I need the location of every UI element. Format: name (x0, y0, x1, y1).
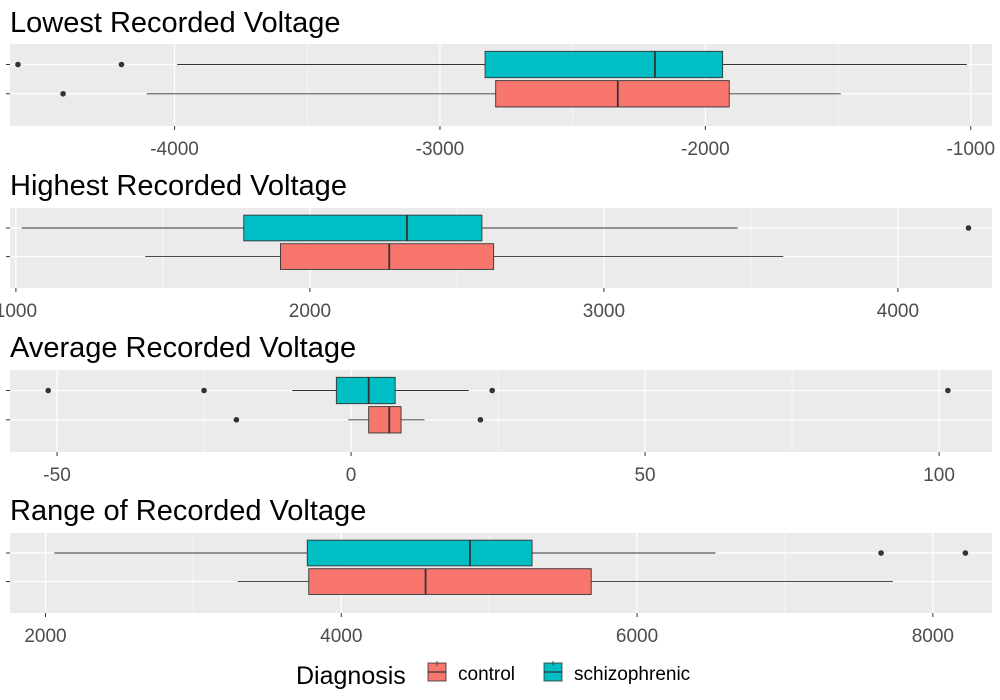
panel-1: Lowest Recorded Voltage -4000 -3000 -2000 -1… (6, 7, 995, 160)
box-control (60, 80, 841, 108)
box-schizophrenic (21, 214, 972, 242)
x-tick-label: 50 (634, 465, 655, 486)
x-tick-label: -4000 (150, 139, 199, 160)
panel-2: Highest Recorded Voltage 1000 2000 3000 4000 (0, 170, 992, 322)
box-iqr (243, 214, 483, 242)
outlier-point (201, 387, 207, 394)
x-tick-label: 3000 (583, 301, 625, 322)
x-tick-label: 2000 (289, 301, 331, 322)
box-iqr (280, 243, 495, 270)
outlier-point (477, 416, 484, 423)
box-schizophrenic (15, 50, 967, 79)
panel-title: Average Recorded Voltage (10, 332, 356, 364)
legend-label-control: control (458, 664, 515, 685)
x-tick-label: -1000 (946, 139, 995, 160)
outlier-point (965, 225, 972, 231)
x-tick-label: 0 (346, 465, 357, 486)
outlier-point (60, 90, 66, 97)
box-schizophrenic (45, 376, 951, 405)
box-iqr (495, 80, 730, 108)
outlier-point (962, 550, 969, 556)
chart-panels: Lowest Recorded Voltage -4000 -3000 -2000 -1… (0, 7, 995, 647)
outlier-point (233, 416, 240, 423)
x-tick-label: 8000 (912, 626, 954, 647)
x-tick-label: 4000 (320, 626, 362, 647)
box-iqr (308, 568, 592, 595)
x-tick-label: 6000 (616, 626, 658, 647)
panel-background (10, 208, 992, 288)
outlier-point (489, 387, 495, 394)
box-iqr (306, 539, 533, 567)
x-tick-label: 100 (923, 465, 955, 486)
outlier-point (945, 387, 951, 394)
outlier-point (15, 61, 21, 68)
x-tick-label: 1000 (0, 301, 37, 322)
panel-3: Average Recorded Voltage -50 0 50 100 (6, 332, 992, 486)
box-iqr (368, 406, 402, 434)
box-control (233, 406, 484, 434)
legend-label-schizophrenic: schizophrenic (574, 664, 690, 685)
x-tick-label: -50 (43, 465, 70, 486)
box-iqr (484, 50, 724, 79)
panel-title: Range of Recorded Voltage (10, 495, 366, 527)
legend: Diagnosis control schizophrenic (296, 661, 690, 690)
box-iqr (335, 376, 396, 405)
box-control (145, 243, 784, 270)
x-tick-label: -2000 (681, 139, 730, 160)
x-tick-label: 2000 (24, 626, 66, 647)
box-control (237, 568, 893, 595)
panel-background (10, 370, 992, 452)
outlier-point (118, 61, 125, 68)
x-tick-label: 4000 (877, 301, 919, 322)
outlier-point (45, 387, 52, 394)
panel-title: Lowest Recorded Voltage (10, 7, 341, 39)
x-tick-label: -3000 (416, 139, 465, 160)
panel-4: Range of Recorded Voltage 2000 4000 6000 800… (6, 495, 992, 647)
legend-title: Diagnosis (296, 662, 406, 690)
panel-title: Highest Recorded Voltage (10, 170, 347, 202)
box-schizophrenic (54, 539, 969, 567)
outlier-point (878, 550, 884, 556)
